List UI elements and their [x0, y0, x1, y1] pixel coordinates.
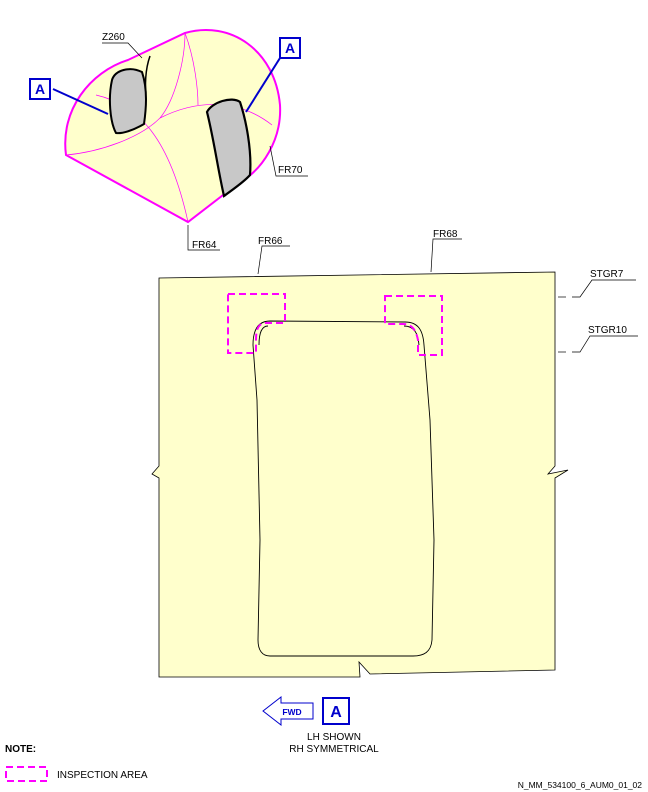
legend-heading: NOTE:	[5, 744, 36, 755]
skin-panel	[151, 271, 569, 678]
fuselage-section-body	[64, 28, 282, 224]
callout-text-1: A	[35, 81, 45, 97]
door-surround-inner	[258, 325, 269, 346]
detail-view-a: FR66 FR68 STGR7 STGR10 FWD A LH SHOWN RH…	[151, 229, 638, 755]
callout-text-2: A	[285, 40, 295, 56]
frame-label-fr68: FR68	[433, 229, 458, 240]
inspection-area-fwd	[227, 293, 286, 354]
frame-label-fr70: FR70	[278, 165, 303, 176]
fr66-leader	[257, 245, 290, 275]
door-surround	[252, 320, 435, 657]
stringer-label-stgr10: STGR10	[588, 325, 627, 336]
callout-box-2	[279, 37, 301, 59]
frame-line-aft	[184, 32, 199, 106]
fr70-leader	[269, 145, 308, 177]
stgr10-leader	[572, 335, 638, 353]
note-lh-shown: LH SHOWN	[307, 732, 361, 743]
frame-label-fr66: FR66	[258, 236, 283, 247]
fwd-arrow	[262, 695, 314, 727]
callout-leader-1	[52, 88, 109, 115]
fuselage-iso-view: A A Z260 FR70 FR64	[29, 28, 308, 251]
view-callout-text: A	[330, 704, 342, 721]
drawing-id: N_MM_534100_6_AUM0_01_02	[518, 780, 643, 790]
legend-inspection-label: INSPECTION AREA	[57, 770, 148, 781]
callout-box-1	[29, 78, 51, 100]
door-cutout-aft	[205, 98, 252, 198]
frame-line-fwd	[65, 32, 186, 156]
stringer-label-stgr7: STGR7	[590, 269, 624, 280]
zone-label: Z260	[102, 32, 125, 43]
note-rh-symmetrical: RH SYMMETRICAL	[289, 744, 379, 755]
legend-inspection-swatch	[5, 766, 48, 782]
fr68-leader	[430, 238, 462, 273]
inspection-area-aft	[384, 295, 443, 356]
door-surround-inner-right	[403, 325, 420, 346]
zone-label-leader	[102, 42, 143, 59]
stgr7-leader	[572, 279, 636, 298]
frame-label-fr64: FR64	[192, 240, 217, 251]
callout-leader-2	[245, 57, 281, 113]
legend: NOTE: INSPECTION AREA	[5, 744, 148, 782]
fr64-leader	[187, 225, 220, 251]
fwd-label: FWD	[282, 707, 301, 717]
door-cutout-fwd	[108, 68, 147, 135]
view-callout-box	[322, 697, 350, 725]
